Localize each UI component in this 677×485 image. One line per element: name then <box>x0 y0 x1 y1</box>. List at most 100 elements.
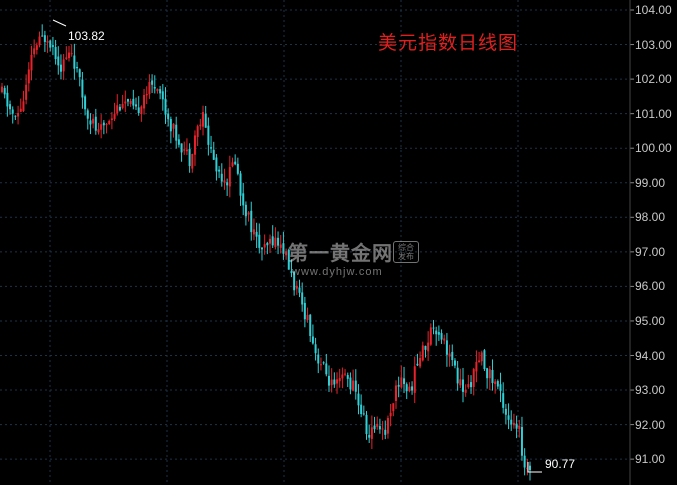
candle-body <box>210 147 213 149</box>
candle-body <box>467 384 470 388</box>
candle-body <box>231 162 234 167</box>
candle-body <box>100 124 103 130</box>
candle-body <box>1 86 3 93</box>
candle-body <box>22 101 25 112</box>
candle-body <box>151 80 154 85</box>
candle-body <box>295 285 298 289</box>
candle-body <box>470 382 473 388</box>
price-tick-label: 104.00 <box>635 3 672 17</box>
candle-body <box>169 118 172 132</box>
price-tick-label: 98.00 <box>635 210 666 225</box>
watermark-url: www.dyhjw.com <box>292 266 383 278</box>
candle-body <box>3 88 6 95</box>
candle-body <box>250 210 253 233</box>
candle-body <box>27 69 30 84</box>
candle-body <box>494 381 497 385</box>
candle-body <box>507 415 510 420</box>
candle-body <box>311 336 314 344</box>
candle-body <box>247 212 250 215</box>
candle-body <box>92 118 95 124</box>
candle-body <box>365 414 368 434</box>
candle-body <box>368 434 371 438</box>
candle-body <box>19 108 22 112</box>
price-tick-label: 93.00 <box>635 383 666 398</box>
candle-body <box>207 125 210 145</box>
candle-body <box>9 104 12 110</box>
candle-body <box>322 362 325 364</box>
candle-body <box>274 237 277 248</box>
candle-body <box>336 379 339 384</box>
candle-body <box>325 363 328 375</box>
candle-body <box>483 350 486 370</box>
candle-body <box>464 389 467 393</box>
candle-body <box>271 236 274 246</box>
price-tick-label: 99.00 <box>635 175 666 190</box>
candle-body <box>413 366 416 393</box>
candle-body <box>370 427 373 439</box>
candle-body <box>400 377 403 388</box>
candle-body <box>453 360 456 366</box>
candle-body <box>239 173 242 196</box>
candle-body <box>132 98 135 106</box>
candle-body <box>445 340 448 355</box>
candle-body <box>199 124 202 127</box>
candle-body <box>338 378 341 382</box>
candle-body <box>121 103 124 108</box>
candle-body <box>244 204 247 217</box>
chart-title: 美元指数日线图 <box>378 32 519 54</box>
candle-body <box>411 386 414 391</box>
candle-body <box>177 139 180 145</box>
candle-body <box>427 342 430 352</box>
candle-body <box>451 351 454 361</box>
candle-body <box>496 381 499 387</box>
candle-body <box>226 182 229 186</box>
candle-body <box>38 36 41 46</box>
candle-body <box>282 243 285 254</box>
candle-body <box>515 423 518 429</box>
candle-body <box>327 375 330 386</box>
candle-body <box>54 47 57 60</box>
candle-body <box>193 135 196 155</box>
candle-body <box>529 465 531 471</box>
candle-body <box>260 247 263 250</box>
candle-body <box>11 109 14 114</box>
candle-body <box>242 193 245 206</box>
candle-body <box>137 107 140 114</box>
candle-body <box>520 426 523 456</box>
candle-body <box>202 112 205 127</box>
candle-body <box>65 57 68 59</box>
candle-body <box>161 91 164 100</box>
candle-body <box>94 116 97 131</box>
candle-body <box>386 418 389 434</box>
candle-body <box>303 302 306 320</box>
price-tick-label: 92.00 <box>635 417 666 432</box>
candle-body <box>354 380 357 392</box>
candle-body <box>135 104 138 107</box>
candle-body <box>17 113 20 117</box>
watermark-badge: 综合发布 <box>393 241 419 263</box>
candle-body <box>102 122 105 126</box>
candle-body <box>526 467 529 469</box>
candle-body <box>397 384 400 387</box>
candle-body <box>73 55 76 69</box>
price-tick-label: 97.00 <box>635 244 666 259</box>
candle-body <box>148 82 151 95</box>
candle-body <box>301 292 304 305</box>
candle-body <box>62 59 65 72</box>
candle-body <box>172 123 175 129</box>
candle-body <box>384 429 387 435</box>
candle-body <box>153 87 156 89</box>
candle-body <box>78 69 81 78</box>
watermark-logo: 第一黄金网 www.dyhjw.com 综合发布 <box>288 237 419 278</box>
candle-body <box>14 115 17 117</box>
candle-body <box>46 40 49 43</box>
candle-body <box>228 167 231 187</box>
candle-body <box>220 173 223 182</box>
candle-body <box>43 35 46 42</box>
candle-body <box>362 413 365 415</box>
candle-body <box>349 377 352 390</box>
candle-body <box>405 384 408 392</box>
candle-body <box>437 332 440 335</box>
